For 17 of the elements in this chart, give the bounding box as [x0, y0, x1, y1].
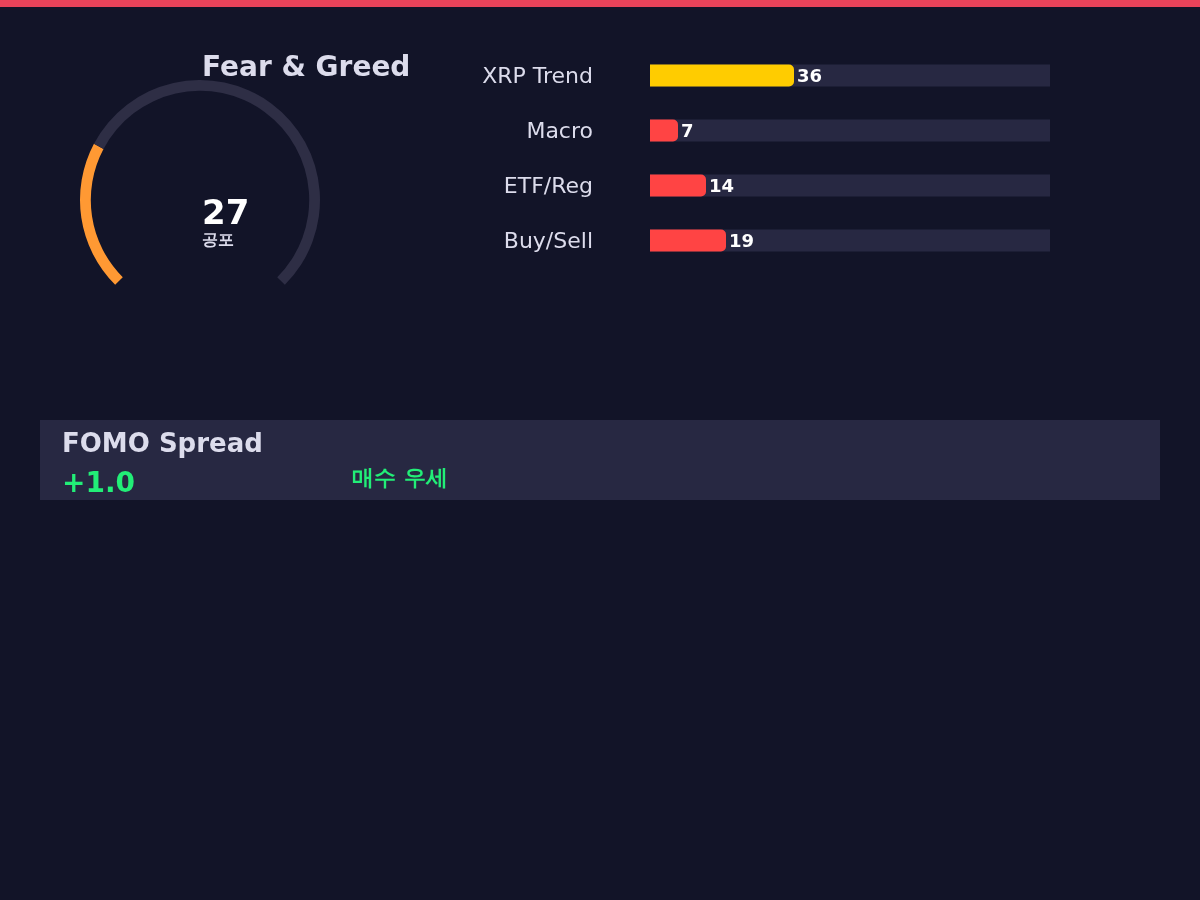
chart-title: Fear & Greed: [202, 50, 411, 83]
bar: [650, 174, 706, 197]
data-label: 7: [681, 120, 694, 141]
bar: [650, 119, 678, 142]
y-tick-label: Macro: [526, 118, 593, 144]
text: FOMO Spread: [62, 428, 263, 458]
y-tick-label: ETF/Reg: [503, 173, 593, 199]
bar: [650, 229, 726, 252]
data-label: 14: [709, 175, 735, 196]
y-tick-label: XRP Trend: [482, 63, 593, 89]
y-tick-label: Buy/Sell: [503, 228, 593, 254]
text: 공포: [202, 230, 234, 249]
text: 매수 우세: [352, 465, 448, 490]
data-label: 19: [729, 230, 755, 251]
data-label: 36: [797, 65, 823, 86]
text: +1.0: [62, 466, 136, 499]
text: 27: [202, 192, 250, 232]
